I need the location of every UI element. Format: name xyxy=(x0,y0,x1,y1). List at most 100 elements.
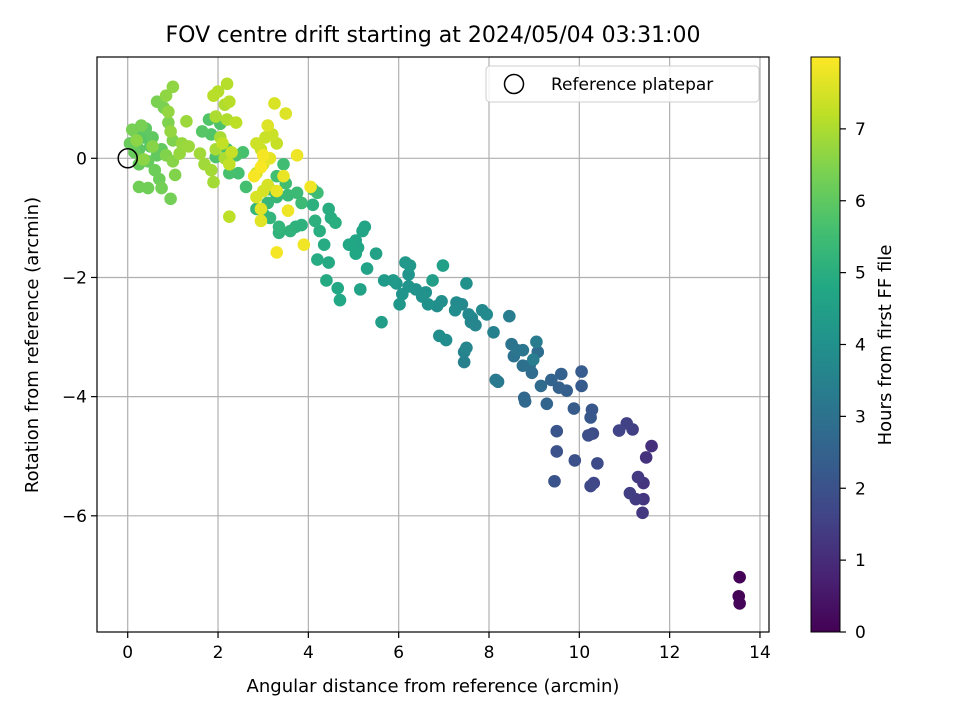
data-point xyxy=(426,274,439,287)
data-point xyxy=(159,89,173,103)
colorbar-tick-label: 5 xyxy=(855,264,866,284)
data-point xyxy=(636,506,649,520)
data-point xyxy=(540,397,554,411)
plot-frame xyxy=(96,56,770,633)
data-point xyxy=(130,134,144,147)
data-point xyxy=(393,297,406,311)
colorbar-tick-label: 1 xyxy=(855,551,866,571)
data-point xyxy=(290,186,304,200)
y-tick-label: −6 xyxy=(62,507,87,527)
data-point xyxy=(460,277,473,290)
y-tick-label: 0 xyxy=(76,149,87,169)
data-point xyxy=(733,597,746,610)
legend-reference-marker xyxy=(503,73,525,95)
y-axis: 0 −2 −4 −6 xyxy=(62,149,97,527)
data-point xyxy=(436,259,450,272)
data-point xyxy=(360,262,374,275)
legend-box xyxy=(485,65,760,103)
data-point xyxy=(239,180,253,194)
colorbar-tick-label: 7 xyxy=(855,120,866,140)
data-point xyxy=(460,341,473,355)
data-point xyxy=(503,309,516,323)
data-point xyxy=(270,184,284,198)
data-point xyxy=(554,367,568,381)
data-point xyxy=(552,381,566,394)
data-point xyxy=(575,379,588,393)
data-point xyxy=(353,283,367,296)
data-point xyxy=(584,479,597,493)
colorbar-gradient xyxy=(810,56,841,633)
data-point xyxy=(349,247,363,260)
data-point xyxy=(375,315,388,329)
data-point xyxy=(125,123,139,136)
data-point xyxy=(308,214,322,228)
data-point xyxy=(568,454,582,467)
data-point xyxy=(567,402,581,415)
data-point xyxy=(254,202,268,216)
data-point xyxy=(733,570,746,584)
data-point xyxy=(146,140,159,153)
data-point xyxy=(457,355,471,369)
data-point xyxy=(480,308,494,321)
data-point xyxy=(281,204,295,218)
x-axis-label: Angular distance from reference (arcmin) xyxy=(247,676,620,697)
data-point xyxy=(386,274,400,287)
reference-marker xyxy=(117,148,138,169)
data-point xyxy=(277,169,290,183)
data-point xyxy=(623,486,637,500)
data-point xyxy=(530,335,543,349)
data-point xyxy=(631,470,645,484)
colorbar-label: Hours from first FF file xyxy=(875,245,896,446)
data-point xyxy=(306,198,320,212)
data-point xyxy=(216,137,229,150)
data-point xyxy=(448,303,462,317)
y-axis-label: Rotation from reference (arcmin) xyxy=(22,197,43,493)
data-point xyxy=(317,238,331,251)
data-point xyxy=(489,373,503,387)
data-point xyxy=(132,180,146,194)
data-point xyxy=(295,196,308,210)
data-point xyxy=(209,110,223,123)
data-point xyxy=(377,274,391,287)
data-point xyxy=(261,119,275,132)
data-point xyxy=(591,457,604,470)
legend-entry-label: Reference platepar xyxy=(551,75,713,95)
x-axis: 0 2 4 6 8 10 12 14 xyxy=(122,632,771,663)
colorbar-tick-label: 6 xyxy=(855,192,866,212)
data-point xyxy=(322,202,335,216)
x-tick-label: 14 xyxy=(749,643,771,663)
data-point xyxy=(223,157,236,171)
data-point xyxy=(369,247,383,260)
colorbar-ticks: 0 1 2 3 4 5 6 7 xyxy=(840,120,866,643)
reference-layer xyxy=(117,148,138,169)
data-point xyxy=(270,246,284,259)
data-point xyxy=(313,224,326,238)
data-point xyxy=(223,210,236,223)
data-point xyxy=(333,293,347,307)
data-point xyxy=(433,329,446,343)
data-point xyxy=(612,424,626,437)
data-point xyxy=(254,214,268,228)
data-point xyxy=(220,77,234,91)
colorbar: 0 1 2 3 4 5 6 7 Hours from first FF file xyxy=(810,56,896,643)
data-point xyxy=(645,439,658,453)
data-point xyxy=(550,445,564,458)
data-point xyxy=(268,97,281,110)
data-point xyxy=(279,107,293,120)
data-point xyxy=(487,325,500,339)
x-tick-label: 0 xyxy=(122,643,133,663)
data-point xyxy=(223,95,236,108)
data-point xyxy=(250,137,263,150)
data-point xyxy=(582,429,595,442)
data-point xyxy=(195,125,209,138)
data-point xyxy=(534,379,548,393)
data-point xyxy=(164,125,177,138)
data-point xyxy=(146,131,159,144)
data-point xyxy=(518,395,532,408)
data-point xyxy=(331,281,345,295)
data-point xyxy=(304,180,317,194)
data-point xyxy=(256,149,270,162)
colorbar-tick-label: 0 xyxy=(855,623,866,643)
